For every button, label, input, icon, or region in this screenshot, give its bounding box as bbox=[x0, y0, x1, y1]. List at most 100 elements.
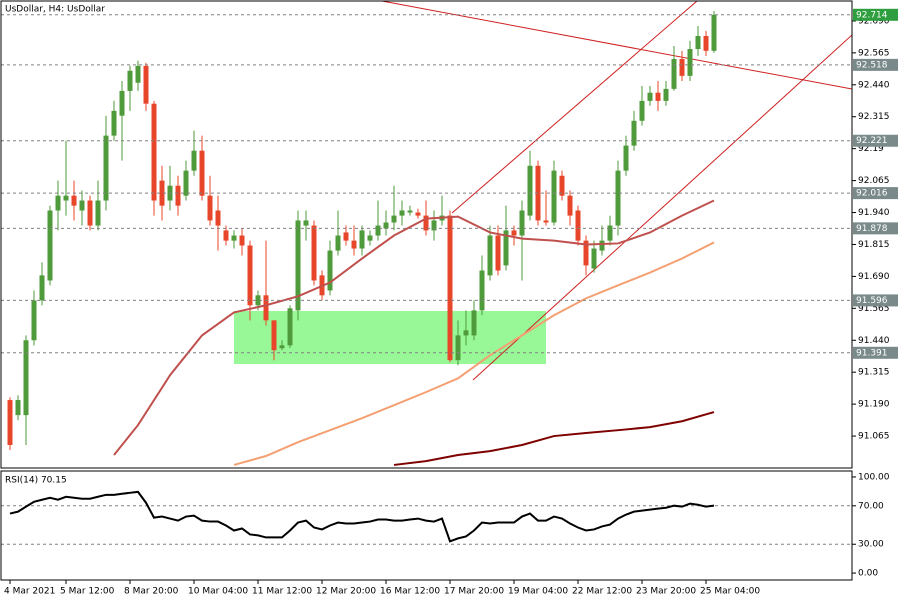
candle-body bbox=[247, 245, 253, 306]
candle-body bbox=[527, 165, 533, 216]
candle-body bbox=[135, 65, 141, 83]
candle-body bbox=[239, 235, 245, 246]
rsi-plot bbox=[1, 490, 852, 545]
candle-body bbox=[503, 230, 509, 266]
candle-body bbox=[15, 400, 21, 416]
x-tick-label: 4 Mar 2021 bbox=[4, 587, 55, 597]
candle-body bbox=[615, 170, 621, 226]
y-tick-label: 91.315 bbox=[858, 368, 890, 378]
candle-body bbox=[7, 400, 13, 446]
candle-body bbox=[343, 232, 349, 241]
x-tick-label: 25 Mar 04:00 bbox=[700, 587, 760, 597]
rsi-title: RSI(14) 70.15 bbox=[5, 476, 67, 486]
y-tick-label: 91.815 bbox=[858, 240, 890, 250]
candle-body bbox=[119, 90, 125, 116]
zone-rectangle bbox=[234, 311, 546, 364]
candle-body bbox=[447, 215, 453, 361]
candle-body bbox=[631, 120, 637, 146]
candle-body bbox=[311, 225, 317, 281]
candle-body bbox=[87, 200, 93, 226]
level-label-box bbox=[853, 134, 898, 147]
candle-body bbox=[543, 220, 549, 223]
candle-body bbox=[351, 240, 357, 249]
candle-body bbox=[279, 345, 285, 349]
candle-body bbox=[47, 210, 53, 281]
candle-body bbox=[79, 200, 85, 211]
candle-body bbox=[407, 210, 413, 213]
x-tick-label: 11 Mar 12:00 bbox=[252, 587, 312, 597]
chart-title: UsDollar, H4: UsDollar bbox=[5, 5, 105, 15]
candle-body bbox=[471, 310, 477, 336]
candle-body bbox=[695, 35, 701, 50]
candle-body bbox=[559, 175, 565, 196]
candle-body bbox=[55, 195, 61, 211]
candle-body bbox=[159, 180, 165, 206]
candle-body bbox=[335, 235, 341, 251]
candle-body bbox=[191, 150, 197, 171]
level-label-box bbox=[853, 222, 898, 235]
candle-body bbox=[487, 235, 493, 276]
candle-body bbox=[567, 195, 573, 216]
candle-body bbox=[63, 195, 69, 201]
candle-body bbox=[39, 275, 45, 301]
candle-body bbox=[655, 92, 661, 101]
candle-body bbox=[431, 220, 437, 231]
candle-body bbox=[591, 248, 597, 269]
candle-body bbox=[383, 222, 389, 229]
candle-body bbox=[399, 210, 405, 216]
y-tick-label: 91.065 bbox=[858, 432, 890, 442]
candle-body bbox=[231, 235, 237, 241]
candle-body bbox=[599, 240, 605, 251]
candle-body bbox=[583, 240, 589, 266]
candle-body bbox=[663, 88, 669, 101]
y-tick-label: 92.690 bbox=[858, 16, 890, 26]
y-tick-label: 92.440 bbox=[858, 80, 890, 90]
candle-body bbox=[639, 100, 645, 121]
y-tick-label: 91.940 bbox=[858, 208, 890, 218]
x-tick-label: 8 Mar 20:00 bbox=[124, 587, 179, 597]
candle-body bbox=[607, 225, 613, 241]
rsi-line bbox=[9, 490, 715, 543]
candle-body bbox=[463, 330, 469, 336]
x-tick-label: 23 Mar 20:00 bbox=[636, 587, 696, 597]
y-tick-label: 30.00 bbox=[858, 540, 884, 550]
candle-body bbox=[679, 58, 685, 76]
candle-body bbox=[519, 210, 525, 236]
candle-body bbox=[71, 195, 77, 206]
rsi-frame bbox=[0, 470, 853, 581]
candle-body bbox=[255, 295, 261, 306]
candle-body bbox=[327, 250, 333, 291]
candle-body bbox=[711, 14, 717, 51]
candle-body bbox=[263, 295, 269, 321]
drawings bbox=[234, 1, 852, 381]
moving-average bbox=[393, 411, 715, 466]
y-tick-label: 91.190 bbox=[858, 400, 890, 410]
level-label: 91.878 bbox=[856, 224, 888, 234]
main-frame bbox=[0, 0, 853, 469]
candle-body bbox=[375, 225, 381, 236]
trend-line bbox=[381, 1, 852, 90]
candle-body bbox=[215, 210, 221, 226]
candle-body bbox=[103, 135, 109, 201]
x-tick-label: 12 Mar 20:00 bbox=[316, 587, 376, 597]
level-label-box bbox=[853, 8, 898, 21]
y-tick-label: 0.00 bbox=[858, 569, 878, 579]
candle-body bbox=[127, 70, 133, 91]
x-tick-label: 16 Mar 12:00 bbox=[380, 587, 440, 597]
x-tick-label: 22 Mar 12:00 bbox=[572, 587, 632, 597]
level-label-box bbox=[853, 346, 898, 359]
level-label: 91.596 bbox=[856, 296, 888, 306]
candle-body bbox=[303, 220, 309, 226]
candle-body bbox=[287, 308, 293, 346]
level-label: 92.016 bbox=[856, 189, 888, 199]
candle-body bbox=[495, 235, 501, 271]
moving-average bbox=[113, 199, 715, 456]
candle-body bbox=[455, 335, 461, 361]
level-label-box bbox=[853, 294, 898, 307]
y-tick-label: 91.440 bbox=[858, 336, 890, 346]
candle-body bbox=[479, 270, 485, 311]
y-tick-label: 92.19 bbox=[858, 144, 884, 154]
x-tick-label: 10 Mar 04:00 bbox=[188, 587, 248, 597]
candle-body bbox=[95, 200, 101, 226]
candle-body bbox=[647, 92, 653, 101]
